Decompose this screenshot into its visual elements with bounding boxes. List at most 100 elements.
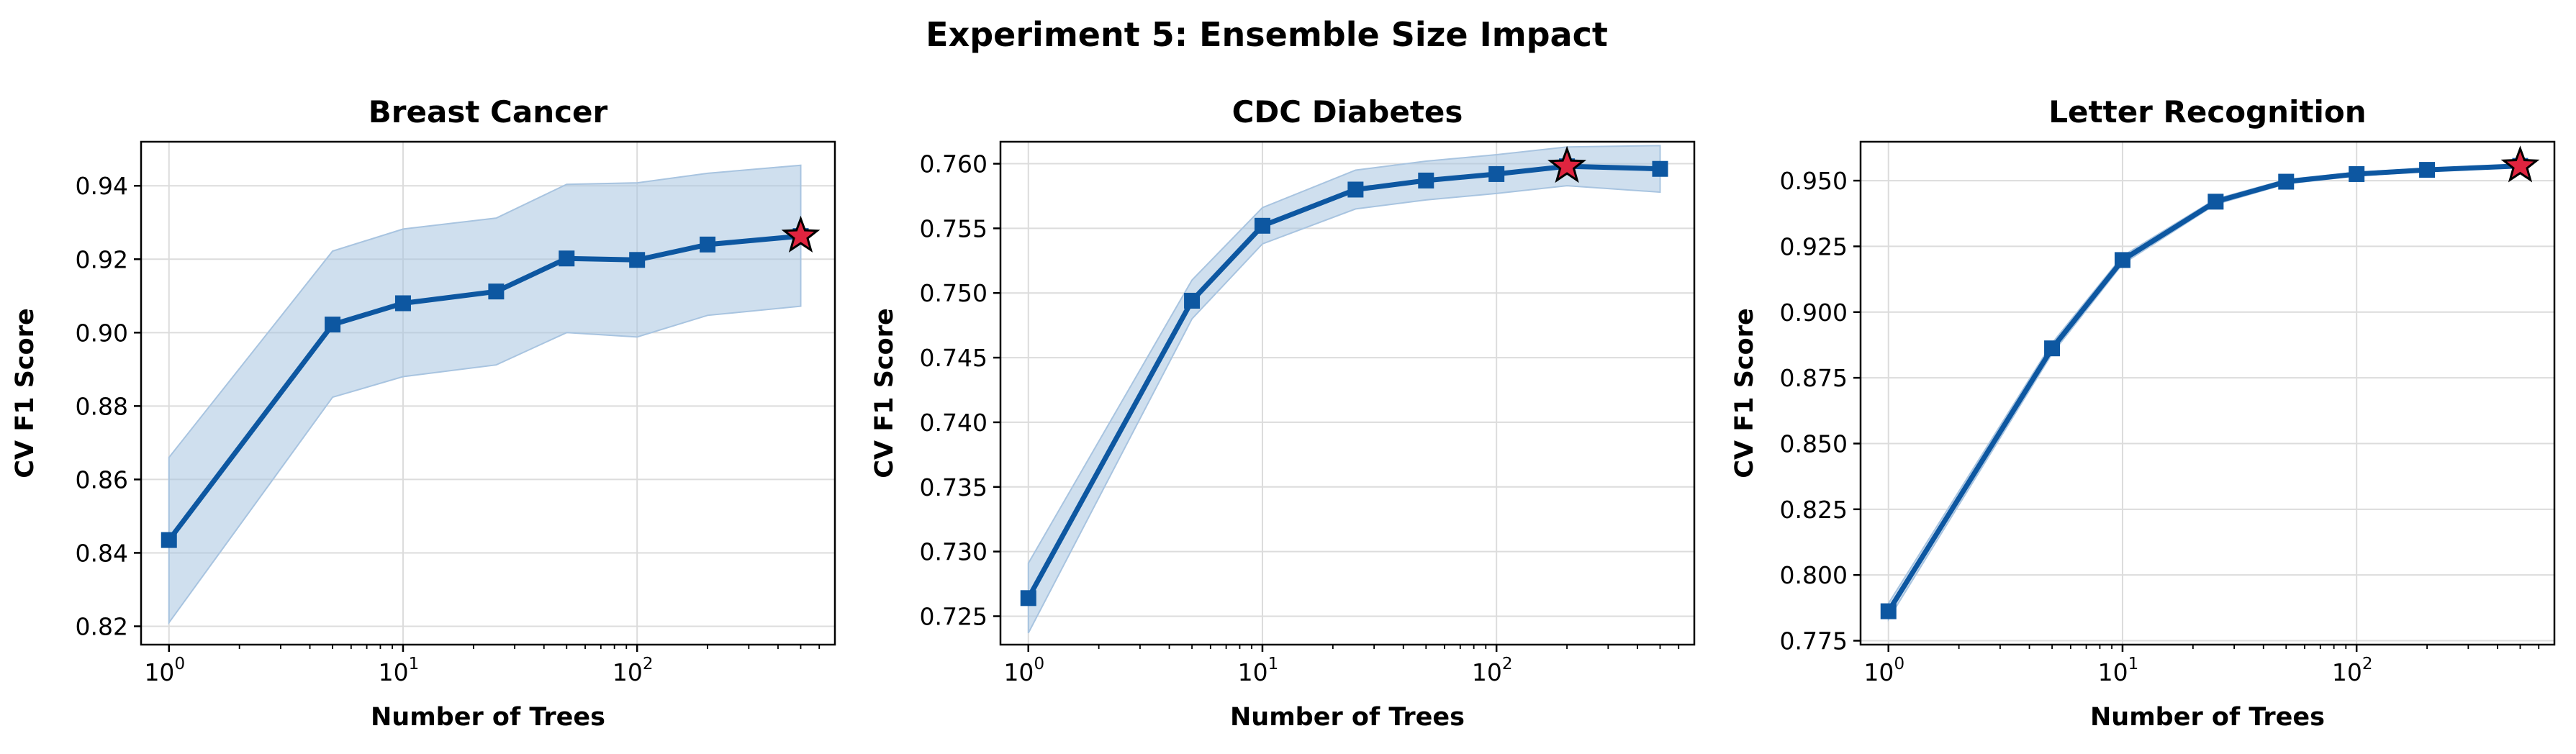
x-tick-label: 100 <box>1863 655 1904 686</box>
y-axis: 0.82 0.84 0.86 0.88 0.90 0.92 0.94 <box>76 172 141 640</box>
axes-frame <box>999 140 1696 646</box>
y-tick-label: 0.86 <box>76 465 128 494</box>
data-point <box>2044 340 2061 357</box>
data-point <box>2114 252 2130 268</box>
x-tick-label: 102 <box>613 655 654 686</box>
x-axis: 100 101 102 <box>1003 645 1680 686</box>
data-point <box>2278 173 2295 190</box>
grid <box>1000 142 1694 645</box>
x-tick-exponent: 0 <box>174 655 185 673</box>
y-tick-label: 0.825 <box>1780 496 1848 524</box>
y-tick-label: 0.775 <box>1780 627 1848 655</box>
data-point <box>488 283 505 300</box>
x-tick-base: 10 <box>613 658 643 686</box>
y-tick-label: 0.88 <box>76 392 128 420</box>
y-tick-label: 0.725 <box>920 602 988 630</box>
y-axis: 0.725 0.730 0.735 0.740 0.745 0.750 0.755 0.760 <box>920 150 1000 630</box>
data-point <box>161 532 177 548</box>
y-tick-label: 0.925 <box>1780 232 1848 260</box>
x-axis-label: Number of Trees <box>1230 703 1465 732</box>
panel-title: CDC Diabetes <box>1232 94 1463 130</box>
y-axis-label: CV F1 Score <box>11 308 40 478</box>
x-tick-exponent: 1 <box>1268 655 1279 673</box>
x-tick-base: 10 <box>379 658 409 686</box>
x-tick-exponent: 2 <box>2362 655 2373 673</box>
x-tick-exponent: 2 <box>643 655 654 673</box>
x-axis-label: Number of Trees <box>371 703 605 732</box>
x-tick-base: 10 <box>144 658 174 686</box>
data-point <box>1184 293 1201 309</box>
x-tick-label: 102 <box>1472 655 1513 686</box>
x-tick-label: 101 <box>2098 655 2139 686</box>
y-tick-label: 0.92 <box>76 245 128 273</box>
panel-title: Breast Cancer <box>369 94 608 130</box>
x-tick-base: 10 <box>1003 658 1034 686</box>
y-tick-label: 0.755 <box>920 214 988 242</box>
y-tick-label: 0.730 <box>920 538 988 566</box>
x-tick-label: 102 <box>2332 655 2373 686</box>
data-point <box>1418 172 1434 188</box>
x-tick-base: 10 <box>1472 658 1502 686</box>
y-axis-label: CV F1 Score <box>870 308 899 478</box>
y-axis-label: CV F1 Score <box>1730 308 1759 478</box>
x-tick-label: 100 <box>144 655 185 686</box>
data-point <box>1652 160 1668 177</box>
x-tick-exponent: 0 <box>1894 655 1904 673</box>
data-point <box>394 295 411 312</box>
x-tick-base: 10 <box>1238 658 1268 686</box>
x-tick-exponent: 2 <box>1502 655 1513 673</box>
x-axis: 100 101 102 <box>1863 645 2540 686</box>
y-tick-label: 0.850 <box>1780 430 1848 458</box>
x-tick-exponent: 1 <box>409 655 420 673</box>
best-marker-star <box>1547 145 1587 183</box>
panel-title: Letter Recognition <box>2048 94 2366 130</box>
series-line <box>1886 163 2521 613</box>
axes-frame <box>140 140 836 646</box>
data-point <box>1488 165 1505 182</box>
chart-panel: CDC Diabetes0.7250.7300.7350.7400.7450.7… <box>870 94 1696 732</box>
x-axis-label: Number of Trees <box>2090 703 2325 732</box>
data-point <box>1254 217 1270 234</box>
data-point <box>629 252 646 268</box>
axes-frame <box>1859 140 2556 646</box>
y-tick-label: 0.735 <box>920 473 988 501</box>
x-tick-label: 101 <box>1238 655 1279 686</box>
y-tick-label: 0.90 <box>76 319 128 347</box>
y-tick-label: 0.94 <box>76 172 128 200</box>
y-tick-label: 0.84 <box>76 539 128 567</box>
x-tick-label: 100 <box>1003 655 1044 686</box>
confidence-band <box>168 164 802 625</box>
chart-panel: Breast Cancer 0.82 0.84 0.86 0.88 0.90 0.92 0.9… <box>11 94 836 732</box>
plot-area <box>1020 145 1668 634</box>
y-tick-label: 0.750 <box>920 279 988 307</box>
data-point <box>559 250 575 267</box>
data-point <box>2207 194 2224 210</box>
best-marker-star <box>781 215 821 253</box>
data-point <box>325 317 341 333</box>
chart-panel: Letter Recognition 0.775 0.800 0.825 0.850 0.… <box>1730 94 2556 732</box>
x-axis: 100 101 102 <box>144 645 821 686</box>
figure-title: Experiment 5: Ensemble Size Impact <box>926 15 1608 54</box>
x-tick-label: 101 <box>379 655 420 686</box>
best-marker-star <box>2500 145 2540 183</box>
y-tick-label: 0.740 <box>920 409 988 437</box>
x-tick-base: 10 <box>1863 658 1894 686</box>
x-tick-exponent: 0 <box>1034 655 1044 673</box>
x-tick-base: 10 <box>2098 658 2128 686</box>
y-tick-label: 0.950 <box>1780 167 1848 195</box>
y-tick-label: 0.800 <box>1780 561 1848 589</box>
y-tick-label: 0.760 <box>920 150 988 178</box>
data-point <box>2349 165 2365 182</box>
data-point <box>1347 181 1364 198</box>
y-axis: 0.775 0.800 0.825 0.850 0.875 0.900 0.925 0.950 <box>1780 167 1861 655</box>
y-tick-label: 0.875 <box>1780 364 1848 392</box>
x-tick-base: 10 <box>2332 658 2362 686</box>
data-point <box>1020 590 1036 607</box>
data-point <box>2419 162 2436 178</box>
data-point <box>1880 603 1897 619</box>
series-line <box>167 233 801 542</box>
panels: Breast Cancer 0.82 0.84 0.86 0.88 0.90 0.92 0.9… <box>11 94 2556 732</box>
confidence-band <box>1027 145 1661 634</box>
